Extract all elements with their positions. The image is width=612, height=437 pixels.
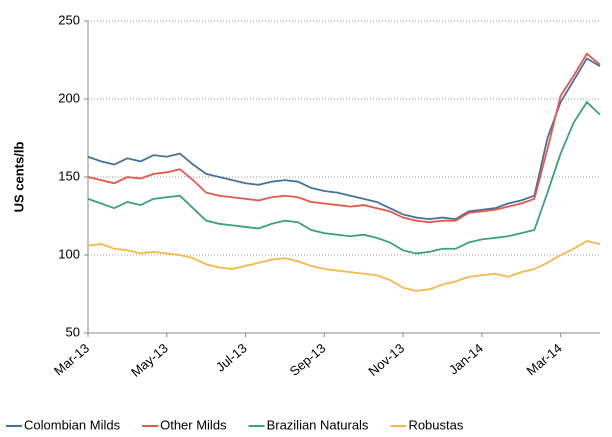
y-tick-label: 100: [58, 246, 80, 261]
y-axis-label: US cents/lb: [11, 142, 26, 213]
x-tick-label: Mar-13: [51, 340, 92, 378]
series-line: [87, 100, 601, 255]
series-line: [87, 57, 601, 221]
x-tick-label: Jul-13: [213, 340, 250, 374]
legend-label: Robustas: [408, 417, 463, 432]
legend-label: Colombian Milds: [24, 417, 121, 432]
legend-label: Brazilian Naturals: [267, 417, 369, 432]
x-tick-label: Sep-13: [287, 340, 329, 378]
x-tick-label: Mar-14: [524, 340, 565, 378]
series-line: [87, 52, 601, 224]
series-line: [87, 240, 601, 292]
legend-label: Other Milds: [160, 417, 227, 432]
x-tick-label: Jan-14: [446, 340, 486, 377]
y-tick-label: 50: [66, 324, 80, 339]
x-tick-label: May-13: [128, 340, 171, 379]
y-tick-label: 250: [58, 12, 80, 27]
x-tick-label: Nov-13: [365, 340, 407, 378]
y-tick-label: 200: [58, 90, 80, 105]
y-tick-label: 150: [58, 168, 80, 183]
